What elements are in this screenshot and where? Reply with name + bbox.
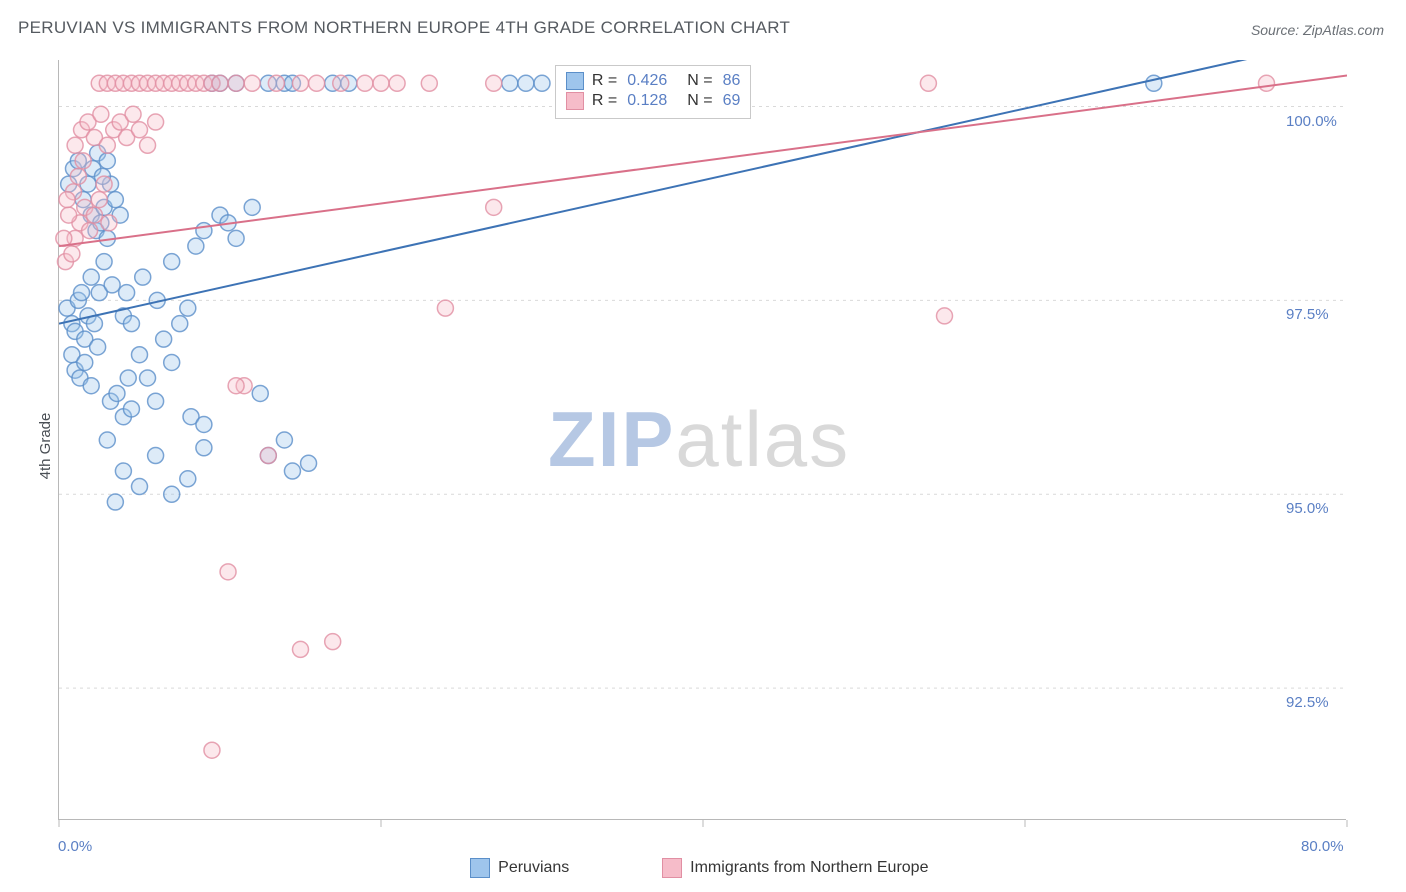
series-swatch: [566, 72, 584, 90]
legend-label: Immigrants from Northern Europe: [690, 859, 928, 877]
y-tick-label: 92.5%: [1286, 694, 1329, 711]
legend-item: Peruvians: [470, 858, 569, 878]
series-swatch: [566, 92, 584, 110]
legend-label: Peruvians: [498, 859, 569, 877]
legend-swatch: [662, 858, 682, 878]
x-tick-label: 80.0%: [1301, 838, 1344, 855]
plot-svg: [59, 60, 1346, 819]
stats-row: R = 0.426 N = 86: [566, 72, 741, 90]
x-tick-label: 0.0%: [58, 838, 92, 855]
y-axis-label: 4th Grade: [37, 413, 54, 480]
stats-row: R = 0.128 N = 69: [566, 92, 741, 110]
stats-box: R = 0.426 N = 86 R = 0.128 N = 69: [555, 65, 752, 119]
chart-title: PERUVIAN VS IMMIGRANTS FROM NORTHERN EUR…: [18, 18, 790, 38]
y-tick-label: 100.0%: [1286, 113, 1337, 130]
y-tick-label: 97.5%: [1286, 306, 1329, 323]
plot-area: ZIPatlas R = 0.426 N = 86R = 0.128 N = 6…: [58, 60, 1346, 820]
source-label: Source: ZipAtlas.com: [1251, 22, 1384, 38]
y-tick-label: 95.0%: [1286, 500, 1329, 517]
legend-swatch: [470, 858, 490, 878]
legend-item: Immigrants from Northern Europe: [662, 858, 928, 878]
